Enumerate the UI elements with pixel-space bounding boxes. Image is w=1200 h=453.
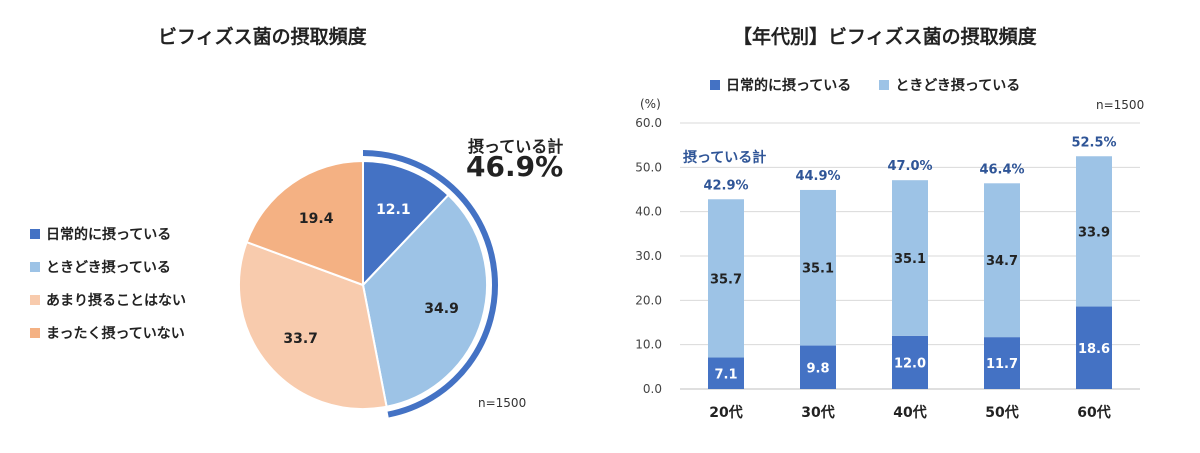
legend-label: ときどき摂っている <box>46 259 171 276</box>
bar-value-label: 11.7 <box>986 357 1018 372</box>
bar-total-label: 47.0% <box>887 159 932 174</box>
bar-value-label: 35.7 <box>710 272 742 287</box>
legend-item-daily: 日常的に摂っている <box>710 75 851 95</box>
pie-legend: 日常的に摂っている ときどき摂っている あまり摂ることはない まったく摂っていな… <box>30 217 186 349</box>
pie-callout-value: 46.9% <box>466 150 564 183</box>
legend-label: あまり摂ることはない <box>46 292 186 309</box>
x-tick-label: 40代 <box>893 404 926 421</box>
bar-segment <box>892 180 928 336</box>
pie-slice <box>361 193 488 408</box>
bar-chart-title: 【年代別】ビフィズス菌の摂取頻度 <box>733 26 1037 48</box>
bar-segment <box>708 357 744 389</box>
legend-swatch <box>30 261 40 272</box>
bar-segment <box>892 335 928 389</box>
x-tick-label: 30代 <box>801 404 834 421</box>
legend-swatch <box>879 80 890 90</box>
pie-chart-title: ビフィズス菌の摂取頻度 <box>158 26 367 48</box>
pie-slice-label: 34.9 <box>424 301 459 317</box>
bar-total-label: 46.4% <box>979 162 1024 177</box>
legend-label: 日常的に摂っている <box>726 78 852 94</box>
bar-segment <box>1076 306 1112 389</box>
y-tick-label: 30.0 <box>635 249 662 263</box>
pie-callout-label: 摂っている計 <box>468 137 564 156</box>
bar-value-label: 9.8 <box>806 361 829 376</box>
legend-label: まったく摂っていない <box>46 325 185 342</box>
pie-slice-label: 19.4 <box>299 211 334 227</box>
bar-segment <box>1076 156 1112 307</box>
legend-label: ときどき摂っている <box>895 78 1021 94</box>
bar-total-annotation: 摂っている計 <box>683 150 767 166</box>
legend-item-sometimes: ときどき摂っている <box>30 250 186 283</box>
bar-sample-size: n=1500 <box>1096 98 1145 112</box>
y-tick-label: 10.0 <box>635 338 662 352</box>
legend-item-daily: 日常的に摂っている <box>30 217 186 250</box>
pie-slice <box>245 159 364 287</box>
x-tick-label: 50代 <box>985 404 1018 421</box>
bar-value-label: 7.1 <box>714 367 737 382</box>
bar-legend: 日常的に摂っている ときどき摂っている <box>710 75 1020 95</box>
bar-segment <box>708 199 744 358</box>
y-tick-label: 50.0 <box>635 160 662 174</box>
x-tick-label: 60代 <box>1077 404 1110 421</box>
pie-slice <box>238 240 388 410</box>
bar-value-label: 12.0 <box>894 356 926 371</box>
legend-swatch <box>30 294 40 305</box>
bar-total-label: 52.5% <box>1071 135 1116 150</box>
bar-total-label: 44.9% <box>795 169 840 184</box>
pie-slice <box>362 159 450 288</box>
bar-value-label: 34.7 <box>986 254 1018 269</box>
y-tick-label: 60.0 <box>635 116 662 130</box>
bar-segment <box>800 189 836 346</box>
pie-sample-size: n=1500 <box>478 396 527 410</box>
bar-segment <box>984 183 1020 338</box>
legend-swatch <box>30 228 40 239</box>
bar-total-label: 42.9% <box>703 178 748 193</box>
bar-value-label: 35.1 <box>802 262 834 277</box>
y-tick-label: 0.0 <box>643 382 662 396</box>
bar-value-label: 35.1 <box>894 252 926 267</box>
x-tick-label: 20代 <box>709 404 742 421</box>
legend-item-never: まったく摂っていない <box>30 316 186 349</box>
pie-slice-label: 33.7 <box>283 331 318 347</box>
bar-value-label: 33.9 <box>1078 225 1110 240</box>
legend-item-sometimes: ときどき摂っている <box>879 75 1020 95</box>
y-axis-unit: (%) <box>640 97 661 111</box>
legend-label: 日常的に摂っている <box>46 226 172 243</box>
y-tick-label: 40.0 <box>635 205 662 219</box>
legend-swatch <box>710 80 720 90</box>
bar-segment <box>800 345 836 389</box>
legend-item-rarely: あまり摂ることはない <box>30 283 186 316</box>
pie-slice-label: 12.1 <box>376 202 411 218</box>
pie-highlight-arc <box>362 150 498 418</box>
y-tick-label: 20.0 <box>635 293 662 307</box>
bar-value-label: 18.6 <box>1078 342 1110 357</box>
legend-swatch <box>30 327 40 338</box>
bar-segment <box>984 337 1020 389</box>
